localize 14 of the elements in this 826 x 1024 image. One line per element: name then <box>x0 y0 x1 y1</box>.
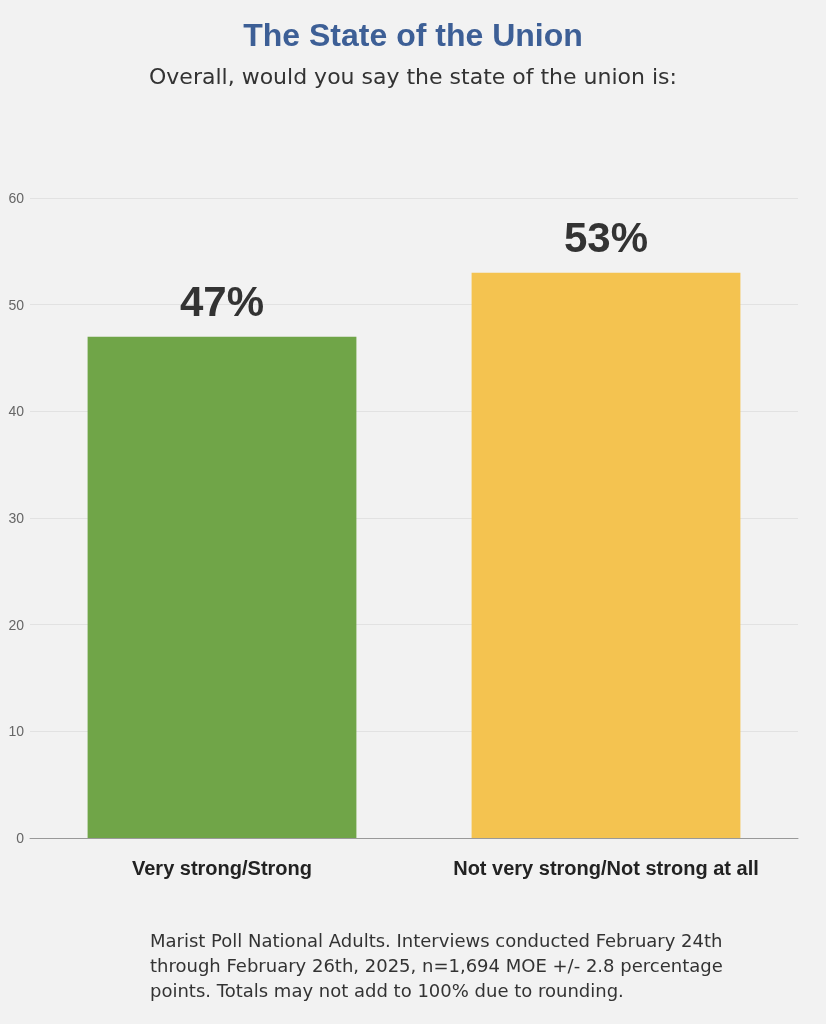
y-tick-label: 20 <box>8 616 25 633</box>
x-tick-label: Not very strong/Not strong at all <box>453 857 759 879</box>
chart-subtitle: Overall, would you say the state of the union is: <box>149 63 677 89</box>
data-label: 53% <box>563 214 649 262</box>
x-tick-label: Very strong/Strong <box>131 857 313 879</box>
y-tick-label: 10 <box>8 723 25 740</box>
y-tick-label: 60 <box>8 190 25 206</box>
text: Marist Poll National Adults. Interviews conducted February 24th through February 26th, 2025, n=1,694 MOE +/- 2.8 percentage points. Totals may not add to 100% due to rounding. <box>150 930 729 1001</box>
y-tick-label: 30 <box>8 510 25 526</box>
y-tick-label: 40 <box>8 403 25 420</box>
chart-title: The State of the Union <box>243 17 583 53</box>
y-tick-label: 50 <box>8 296 25 313</box>
data-label: 47% <box>179 278 265 326</box>
y-tick-label: 0 <box>16 830 25 846</box>
